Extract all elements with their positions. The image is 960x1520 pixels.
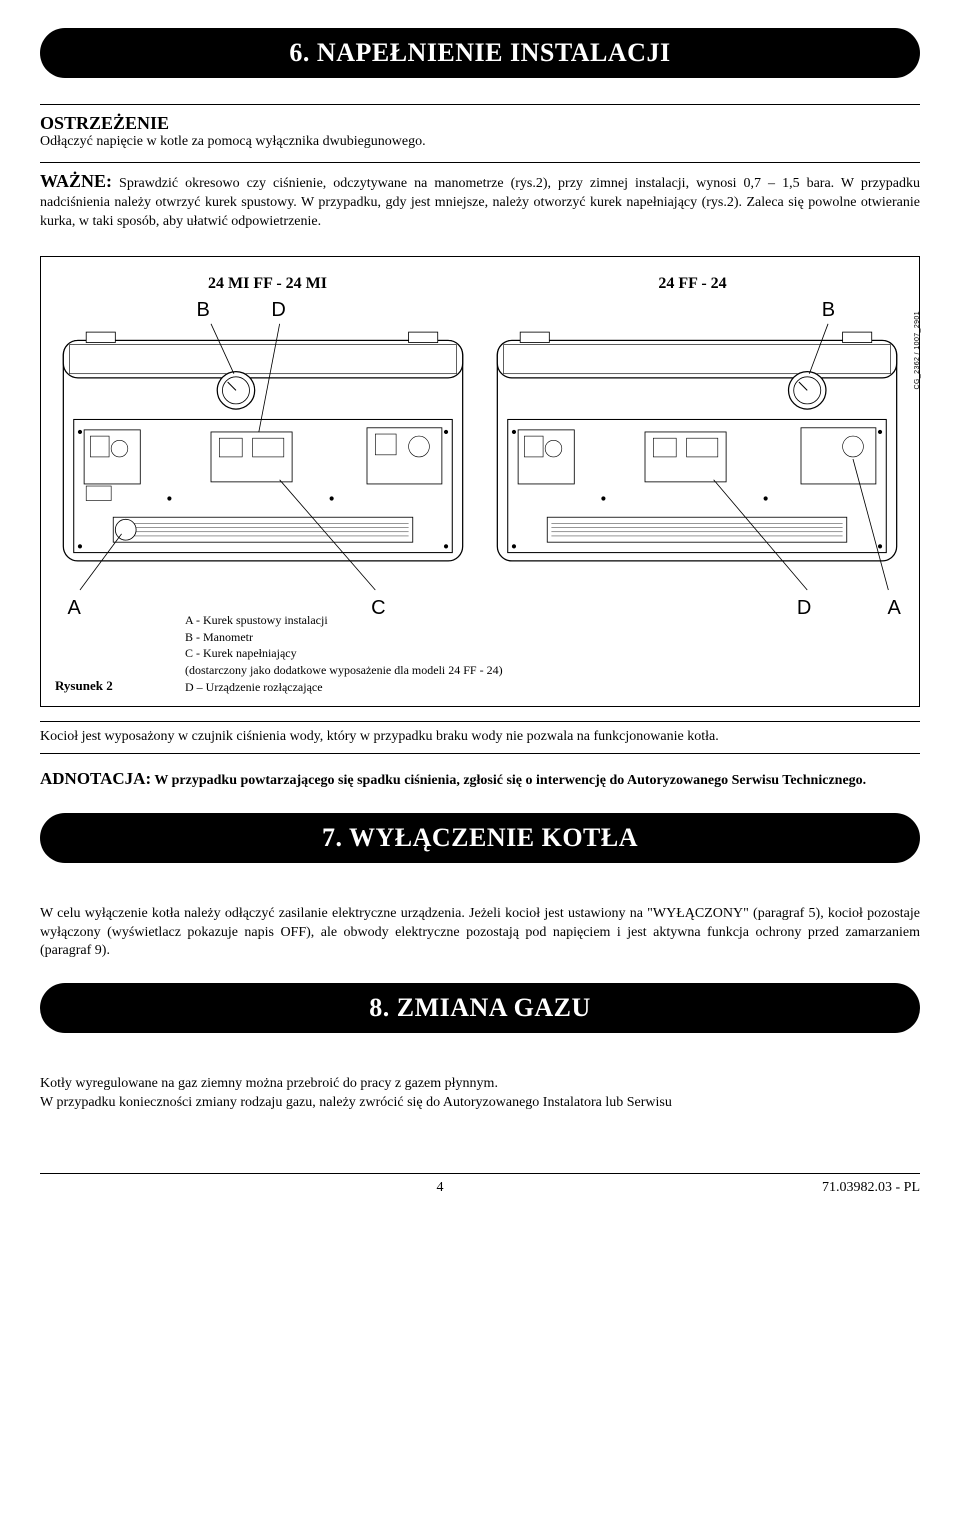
doc-number: 71.03982.03 - PL [720, 1180, 920, 1196]
section-8-line-2: W przypadku konieczności zmiany rodzaju … [40, 1094, 920, 1113]
boiler-right-svg [489, 303, 905, 594]
figure-legend: Rysunek 2 A - Kurek spustowy instalacji … [55, 612, 905, 696]
boiler-left-svg [55, 303, 471, 594]
diagrams-row: B D A C [55, 303, 905, 594]
figure-title-left: 24 MI FF - 24 MI [55, 275, 480, 293]
callout-d: D [797, 597, 811, 620]
section-6-header: 6. NAPEŁNIENIE INSTALACJI [40, 28, 920, 78]
section-7-header: 7. WYŁĄCZENIE KOTŁA [40, 813, 920, 863]
callout-a: A [888, 597, 901, 620]
figure-title-right: 24 FF - 24 [480, 275, 905, 293]
adnotacja-text: W przypadku powtarzającego się spadku ci… [151, 773, 866, 788]
important-label: WAŻNE: [40, 171, 112, 191]
warning-title: OSTRZEŻENIE [40, 105, 920, 134]
warning-block: OSTRZEŻENIE Odłączyć napięcie w kotle za… [40, 105, 920, 158]
warning-body: Odłączyć napięcie w kotle za pomocą wyłą… [40, 134, 920, 158]
page-footer: 4 71.03982.03 - PL [40, 1173, 920, 1196]
important-block: WAŻNE: Sprawdzić okresowo czy ciśnienie,… [40, 163, 920, 256]
important-text: Sprawdzić okresowo czy ciśnienie, odczyt… [40, 176, 920, 229]
section-8-line-1: Kotły wyregulowane na gaz ziemny można p… [40, 1075, 920, 1094]
section-8-body: Kotły wyregulowane na gaz ziemny można p… [40, 1059, 920, 1113]
figure-legend-body: A - Kurek spustowy instalacji B - Manome… [185, 612, 905, 696]
callout-d: D [271, 299, 285, 322]
figure-titles: 24 MI FF - 24 MI 24 FF - 24 [55, 275, 905, 293]
after-figure-text: Kocioł jest wyposażony w czujnik ciśnien… [40, 722, 920, 753]
section-7-body: W celu wyłączenie kotła należy odłączyć … [40, 889, 920, 984]
figure-caption: Rysunek 2 [55, 678, 185, 696]
figure-side-ref: CG_2362 / 1007_2901 [914, 311, 921, 389]
adnotacja-block: ADNOTACJA: W przypadku powtarzającego si… [40, 754, 920, 813]
diagram-left: B D A C [55, 303, 471, 594]
legend-d: D – Urządzenie rozłączające [185, 679, 905, 696]
section-8-header: 8. ZMIANA GAZU [40, 983, 920, 1033]
callout-b: B [822, 299, 835, 322]
diagram-right: B D A [489, 303, 905, 594]
adnotacja-label: ADNOTACJA: [40, 769, 151, 788]
legend-c: C - Kurek napełniający [185, 645, 905, 662]
callout-b: B [196, 299, 209, 322]
legend-b: B - Manometr [185, 629, 905, 646]
callout-c: C [371, 597, 385, 620]
figure-2-box: CG_2362 / 1007_2901 24 MI FF - 24 MI 24 … [40, 256, 920, 707]
legend-c2: (dostarczony jako dodatkowe wyposażenie … [185, 662, 905, 679]
callout-a: A [67, 597, 80, 620]
page-number: 4 [160, 1180, 720, 1196]
